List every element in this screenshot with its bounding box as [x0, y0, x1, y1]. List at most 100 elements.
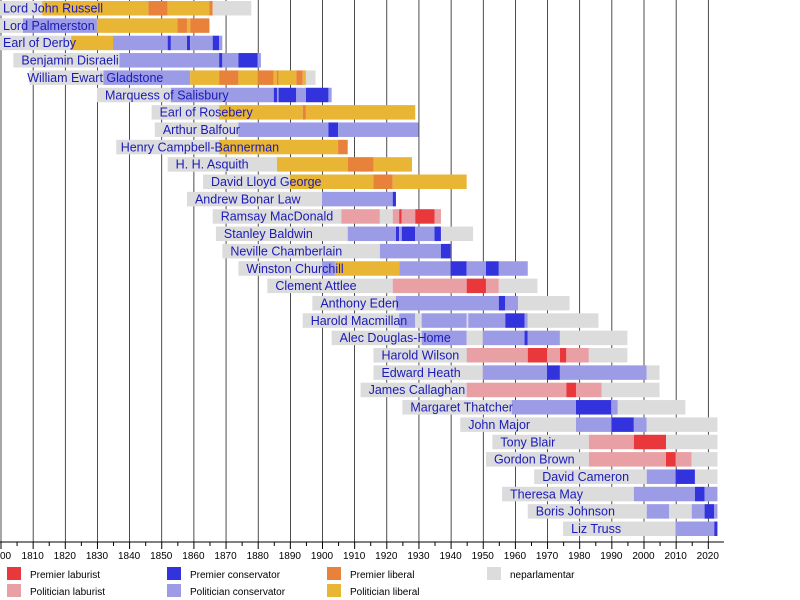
- segment-politician-liberal: [186, 18, 191, 33]
- segment-premier-conservator: [401, 226, 416, 242]
- pm-name-label: David Cameron: [542, 470, 629, 484]
- legend-swatch: [167, 567, 181, 580]
- pm-name-label: Harold Wilson: [381, 349, 459, 363]
- segment-politician-liberal: [219, 105, 303, 120]
- segment-politician-conservator: [257, 53, 261, 68]
- segment-neparlamentar: [402, 400, 512, 415]
- segment-premier-conservator: [485, 261, 499, 276]
- segment-neparlamentar: [694, 469, 718, 484]
- segment-premier-liberal: [257, 70, 274, 85]
- segment-politician-conservator: [646, 469, 676, 484]
- segment-politician-conservator: [421, 313, 467, 328]
- segment-neparlamentar: [13, 53, 120, 68]
- segment-politician-laburist: [588, 434, 634, 450]
- pm-name-label: Margaret Thatcher: [410, 401, 513, 415]
- segment-politician-conservator: [633, 417, 647, 432]
- segment-premier-liberal: [209, 1, 213, 16]
- legend-label: Premier conservator: [190, 570, 281, 581]
- x-tick-label: 1880: [247, 551, 270, 562]
- segment-premier-liberal: [302, 105, 306, 120]
- segment-politician-conservator: [714, 504, 718, 519]
- legend: Premier laburist Politician laburist Premi…: [7, 567, 575, 598]
- pm-name-label: Andrew Bonar Law: [195, 192, 302, 206]
- segment-politician-laburist: [392, 278, 467, 294]
- pm-row: Stanley Baldwin: [215, 226, 474, 242]
- segment-politician-conservator: [328, 87, 332, 103]
- pm-name-label: Anthony Eden: [320, 296, 399, 310]
- pm-row: Lord John Russell: [0, 1, 252, 16]
- segment-politician-laburist: [341, 209, 380, 224]
- segment-politician-conservator: [322, 191, 393, 207]
- pm-row: Benjamin Disraeli: [13, 53, 261, 68]
- segment-premier-liberal: [296, 70, 303, 85]
- segment-politician-laburist: [392, 209, 400, 224]
- pm-row: Arthur Balfour: [154, 122, 419, 137]
- segment-politician-laburist: [588, 452, 667, 467]
- segment-politician-conservator: [611, 400, 618, 415]
- segment-politician-conservator: [276, 87, 279, 103]
- pm-name-label: William Ewart Gladstone: [27, 71, 163, 85]
- pm-row: Marquess of Salisbury: [96, 87, 332, 103]
- pm-row: Liz Truss: [563, 521, 718, 536]
- x-tick-label: 2020: [697, 551, 720, 562]
- legend-item: Politician conservator: [167, 584, 286, 598]
- pm-name-label: Theresa May: [510, 487, 584, 501]
- segment-neparlamentar: [666, 434, 718, 450]
- segment-politician-laburist: [575, 382, 602, 398]
- segment-neparlamentar: [466, 313, 469, 328]
- segment-politician-conservator: [190, 35, 213, 51]
- legend-swatch: [327, 584, 341, 597]
- segment-politician-liberal: [302, 70, 306, 85]
- segment-neparlamentar: [186, 191, 322, 207]
- segment-premier-conservator: [186, 35, 191, 51]
- segment-premier-laburist: [466, 278, 486, 294]
- segment-politician-liberal: [276, 157, 348, 172]
- pm-row: Henry Campbell-Bannerman: [116, 139, 348, 155]
- pm-name-label: David Lloyd George: [211, 175, 322, 189]
- segment-politician-conservator: [170, 35, 187, 51]
- pm-name-label: Benjamin Disraeli: [21, 54, 118, 68]
- pm-name-label: Liz Truss: [571, 522, 621, 536]
- segment-politician-conservator: [704, 486, 718, 502]
- pm-name-label: Alec Douglas-Home: [340, 331, 451, 345]
- legend-label: neparlamentar: [510, 570, 575, 581]
- x-tick-label: 1930: [407, 551, 430, 562]
- segment-neparlamentar: [601, 382, 660, 398]
- segment-premier-conservator: [219, 53, 223, 68]
- pm-name-label: Ramsay MacDonald: [221, 210, 334, 224]
- segment-neparlamentar: [116, 139, 220, 155]
- x-tick-label: 1940: [439, 551, 462, 562]
- segment-politician-conservator: [222, 53, 239, 68]
- segment-neparlamentar: [691, 452, 718, 467]
- segment-premier-conservator: [524, 330, 528, 346]
- pm-row: James Callaghan: [360, 382, 660, 398]
- segment-politician-conservator: [466, 261, 486, 276]
- segment-premier-conservator: [305, 87, 329, 103]
- segment-politician-laburist: [485, 278, 499, 294]
- legend-label: Premier laburist: [30, 570, 100, 581]
- segment-politician-liberal: [273, 70, 277, 85]
- segment-politician-liberal: [278, 70, 297, 85]
- pm-row: Boris Johnson: [527, 504, 718, 519]
- segment-neparlamentar: [527, 504, 647, 519]
- segment-premier-conservator: [450, 261, 467, 276]
- segment-neparlamentar: [646, 365, 660, 380]
- segment-neparlamentar: [646, 417, 718, 432]
- segment-premier-liberal: [338, 139, 348, 155]
- segment-politician-conservator: [415, 226, 435, 242]
- pm-name-label: Henry Campbell-Bannerman: [121, 140, 279, 154]
- segment-politician-conservator: [338, 122, 419, 137]
- pm-name-label: Clement Attlee: [275, 279, 356, 293]
- segment-politician-laburist: [466, 382, 567, 398]
- pm-row: Tony Blair: [492, 434, 718, 450]
- segment-premier-conservator: [212, 35, 220, 51]
- pm-row: Edward Heath: [373, 365, 660, 380]
- segment-politician-conservator: [468, 313, 506, 328]
- segment-politician-conservator: [691, 504, 705, 519]
- segment-premier-conservator: [547, 365, 560, 380]
- segment-politician-liberal: [238, 70, 258, 85]
- pm-name-label: Boris Johnson: [536, 505, 615, 519]
- segment-politician-laburist: [466, 348, 528, 363]
- segment-politician-laburist: [434, 209, 441, 224]
- segment-neparlamentar: [312, 295, 396, 311]
